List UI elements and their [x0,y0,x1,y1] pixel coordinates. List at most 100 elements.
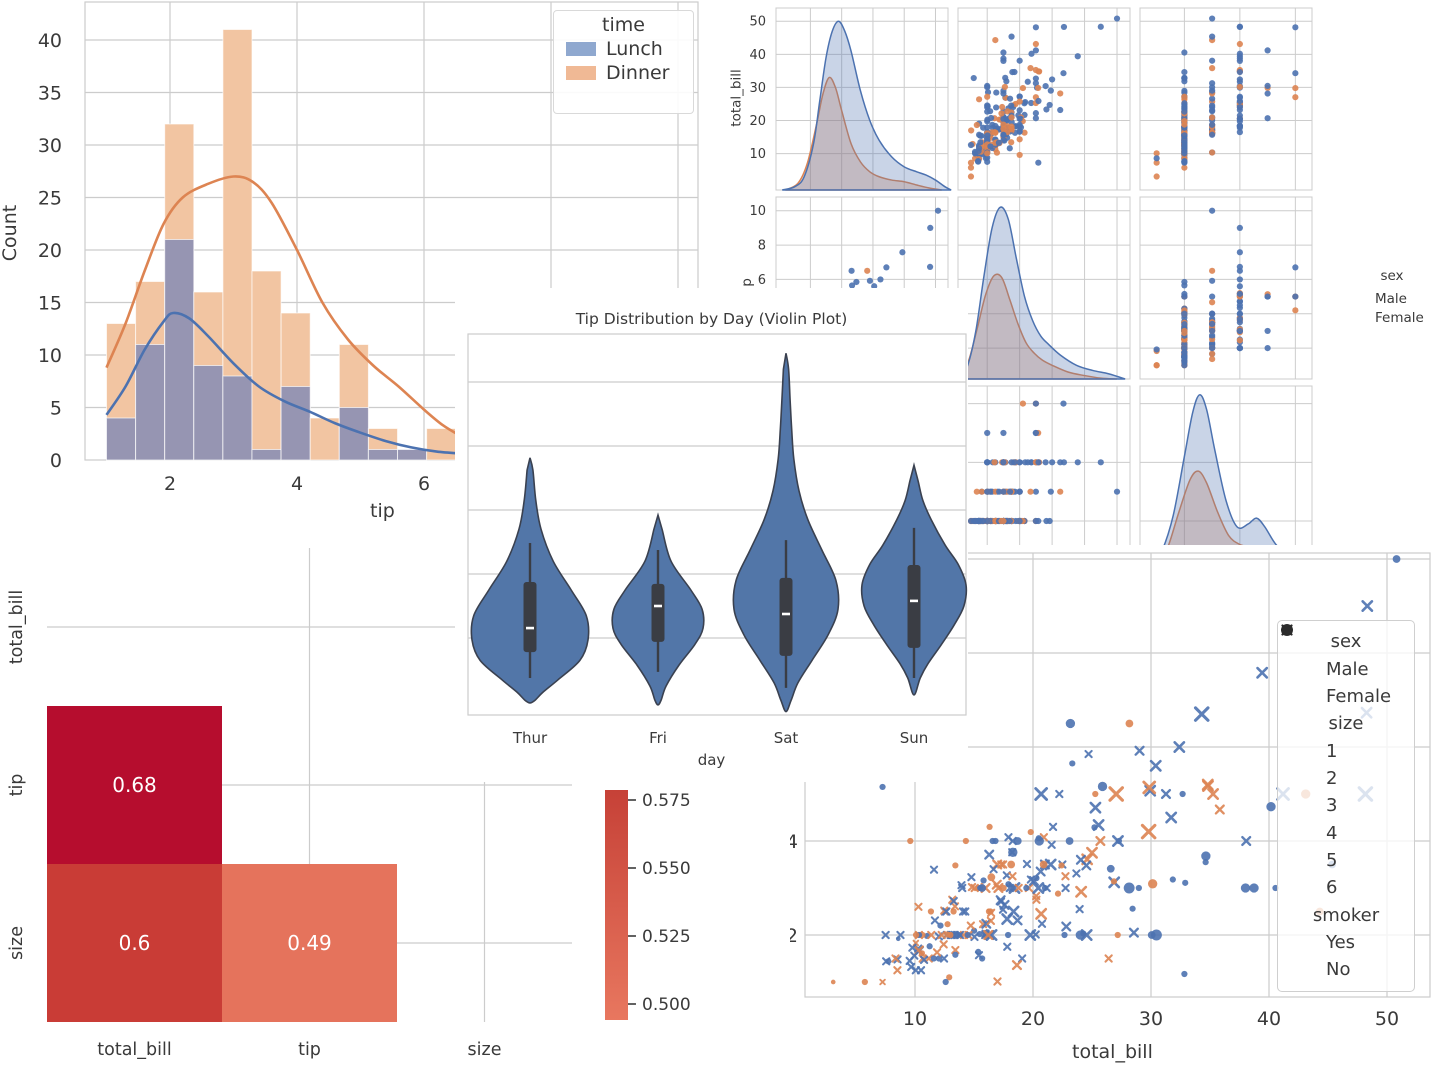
point-smoker-no [914,902,923,911]
lunch-bar [397,449,428,461]
pair-point [1042,459,1049,466]
pair-point [1181,310,1188,317]
point-smoker-no [1149,759,1162,772]
violin-shape [732,353,840,713]
male-dot-icon [1358,295,1366,303]
pair-point [967,159,975,166]
point-smoker-yes [926,943,933,950]
legend-label: No [1326,959,1351,981]
pair-point [991,459,998,466]
point-smoker-no [939,954,949,963]
point-smoker-no [1012,915,1023,926]
point-smoker-no [983,929,994,941]
colorbar-tick-label: 0.500 [642,995,691,1015]
lunch-label: Lunch [606,38,663,60]
pair-point [993,89,1000,96]
point-smoker-yes [937,922,944,929]
point-smoker-yes [1106,864,1115,873]
pair-point [1043,517,1050,525]
pair-point [1035,97,1042,105]
point-smoker-no [993,882,1004,894]
pair-point [848,282,856,289]
legend-item-lunch: Lunch [554,36,693,60]
point-smoker-yes [1169,876,1176,883]
heatmap-ytick-label: size [7,926,27,960]
point-smoker-no [958,883,967,893]
pair-point [1181,344,1188,352]
pair-point [984,150,991,157]
point-smoker-no [930,916,940,925]
pair-point [984,459,991,466]
point-smoker-no [1032,882,1045,894]
pair-point [1209,293,1216,300]
pair-point [1209,299,1216,306]
pair-point [934,207,942,214]
pair-point [1011,68,1018,76]
point-smoker-yes [1091,824,1098,831]
legend-marker [1281,624,1293,636]
pair-point [1153,155,1160,162]
pair-point [1000,121,1007,128]
point-smoker-no [961,907,970,916]
point-smoker-no [967,873,976,882]
pair-point [1181,108,1188,115]
point-smoker-yes [1054,890,1062,897]
pair-point [1181,68,1188,76]
pair-point [1019,400,1027,407]
histogram-legend: time Lunch Dinner [553,10,694,114]
legend-label: Female [1326,686,1392,708]
point-smoker-no [1035,866,1046,877]
point-smoker-no [1095,835,1106,847]
point-smoker-no [1108,786,1124,802]
pair-point [1074,459,1081,466]
male-kde-area [1155,394,1301,560]
pair-point [1236,224,1243,232]
pair-point [1181,321,1188,328]
dinner-bar [251,270,282,461]
point-smoker-no [1241,835,1252,847]
xtick-label: 2 [164,473,176,495]
pair-point [1057,488,1064,495]
pair-point [1209,102,1216,109]
pair-point [1292,70,1299,77]
histogram-xlabel: tip [370,500,395,522]
point-smoker-yes [1034,836,1044,846]
point-smoker-yes [946,974,953,981]
point-smoker-no [927,930,936,940]
colorbar-tick-label: 0.575 [642,791,691,811]
pair-point [1236,267,1243,274]
pair-point [1292,84,1299,92]
pair-point [1032,47,1039,54]
pair-point [1236,344,1243,352]
point-smoker-yes [1114,931,1121,939]
point-smoker-no [998,860,1008,869]
pair-point [975,157,982,165]
point-smoker-yes [964,931,971,939]
ytick-label: 0 [50,450,62,472]
heatmap-xtick-label: size [468,1040,502,1060]
pair-point [899,249,906,256]
heatmap-cell [222,864,397,1022]
xtick-label: 30 [1139,1008,1163,1030]
pair-point [993,104,1000,111]
point-smoker-yes [1004,931,1012,939]
point-smoker-no [1014,883,1023,893]
pair-point [1236,129,1243,136]
pair-point [1032,40,1039,48]
point-smoker-yes [1135,884,1142,892]
point-smoker-yes [1065,718,1076,729]
lunch-swatch [566,42,596,56]
point-smoker-no [1003,942,1012,951]
pair-point [1209,57,1216,64]
pair-point [1016,488,1023,495]
colorbar-tick-label: 0.525 [642,927,691,947]
pair-point [988,114,995,122]
point-smoker-yes [944,931,951,938]
violin-title: Tip Distribution by Day (Violin Plot) [575,310,848,328]
legend-label: 6 [1326,877,1338,899]
point-smoker-yes [1069,760,1076,767]
point-smoker-yes [885,958,892,965]
point-smoker-no [989,865,998,874]
legend-item: Female [1278,625,1414,708]
